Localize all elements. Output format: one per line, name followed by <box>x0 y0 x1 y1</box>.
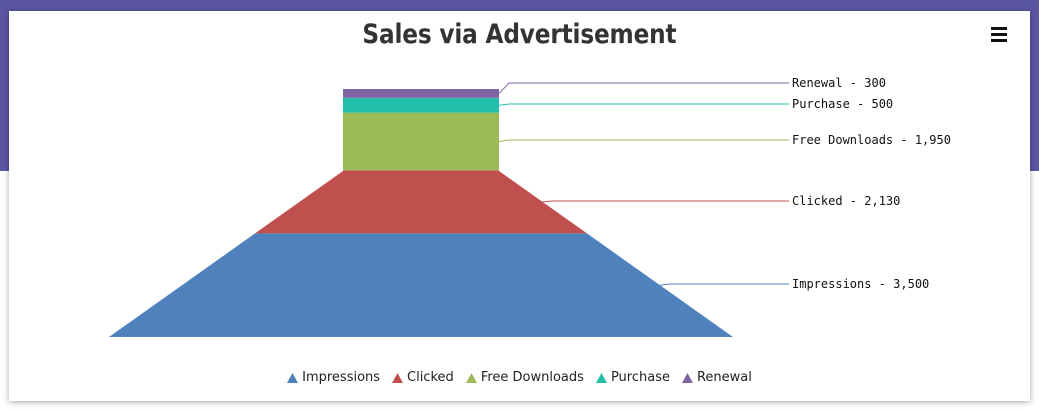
triangle-icon <box>287 372 299 383</box>
hamburger-menu-icon[interactable] <box>987 23 1011 47</box>
legend-label: Renewal <box>696 370 752 385</box>
legend-label: Impressions <box>302 370 381 385</box>
legend-label: Free Downloads <box>480 370 584 385</box>
label-connector <box>659 283 789 286</box>
chart-title: Sales via Advertisement <box>362 19 677 50</box>
triangle-icon <box>465 372 477 383</box>
legend-label: Clicked <box>407 370 454 385</box>
funnel-section-clicked[interactable] <box>255 170 587 234</box>
legend-item-purchase[interactable]: Purchase <box>595 370 670 385</box>
data-label: Renewal - 300 <box>792 76 886 90</box>
chart-legend: Impressions Clicked Free Downloads Purch… <box>9 370 1030 385</box>
legend-item-renewal[interactable]: Renewal <box>681 370 752 385</box>
label-connector <box>498 82 789 94</box>
funnel-section-impressions[interactable] <box>109 233 733 337</box>
data-label: Purchase - 500 <box>792 97 893 111</box>
menu-bar <box>991 33 1007 36</box>
label-connector <box>542 200 789 203</box>
legend-item-impressions[interactable]: Impressions <box>287 370 380 385</box>
funnel-chart: Impressions - 3,500 Clicked - 2,130 Free D… <box>109 76 951 337</box>
label-connector <box>498 139 789 143</box>
legend-item-free-downloads[interactable]: Free Downloads <box>465 370 584 385</box>
legend-label: Purchase <box>610 370 670 385</box>
menu-bar <box>991 39 1007 42</box>
funnel-section-free-downloads[interactable] <box>343 112 499 171</box>
funnel-section-purchase[interactable] <box>343 97 499 113</box>
funnel-section-renewal[interactable] <box>343 89 499 98</box>
triangle-icon <box>392 372 404 383</box>
menu-bar <box>991 27 1007 30</box>
data-label: Free Downloads - 1,950 <box>792 133 951 147</box>
data-label: Clicked - 2,130 <box>792 194 900 208</box>
legend-item-clicked[interactable]: Clicked <box>392 370 454 385</box>
triangle-icon <box>681 372 693 383</box>
chart-card: Sales via Advertisement Impressions - 3,… <box>9 11 1030 401</box>
triangle-icon <box>595 372 607 383</box>
data-label: Impressions - 3,500 <box>792 277 929 291</box>
label-connector <box>498 103 789 106</box>
